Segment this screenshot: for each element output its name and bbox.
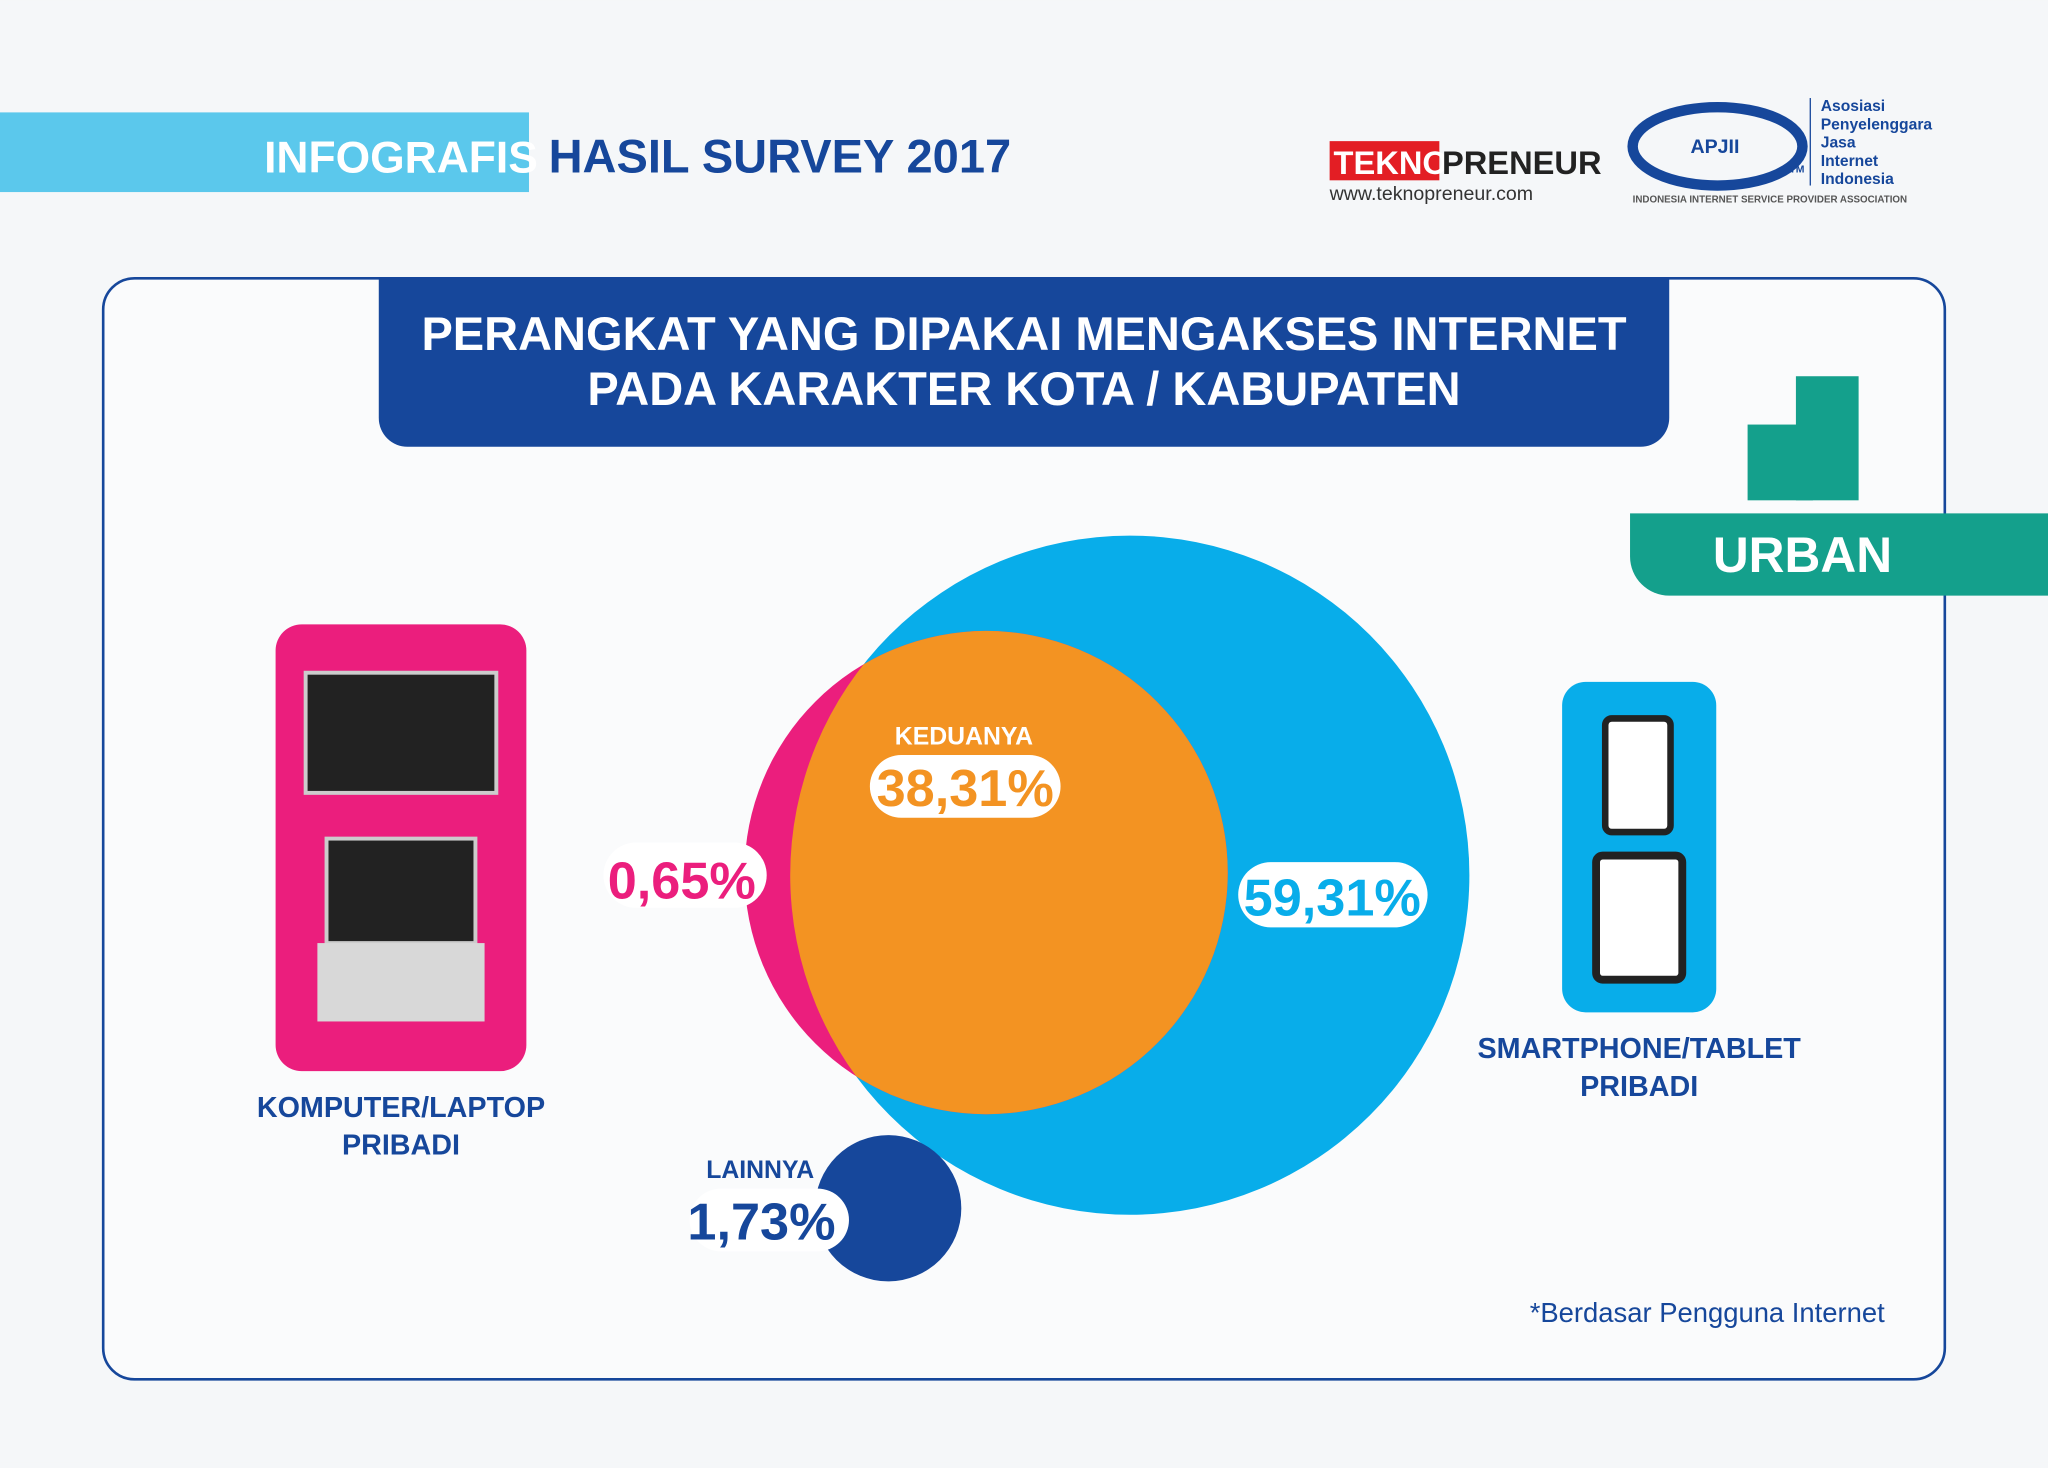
laptop-base (317, 943, 485, 1022)
apjii-name: Penyelenggara (1821, 116, 1933, 133)
both-label: KEDUANYA (895, 724, 1033, 751)
computer-label: KOMPUTER/LAPTOP (257, 1092, 545, 1124)
tekno: TEKNO (1334, 144, 1448, 181)
laptop-icon (324, 836, 478, 946)
others-label: LAINNYA (706, 1157, 814, 1184)
header-title: HASIL SURVEY 2017 (549, 129, 1012, 182)
phone-icon (1601, 715, 1674, 836)
pill (869, 755, 1061, 818)
badge (1630, 513, 2048, 596)
apjii: APJII (1690, 136, 1739, 158)
panel-title: PERANGKAT YANG DIPAKAI MENGAKSES INTERNE… (421, 307, 1626, 360)
badge-text: URBAN (1713, 527, 1892, 583)
tag: INFOGRAFIS (264, 133, 538, 182)
building-icon (1747, 376, 1859, 501)
title-box (378, 278, 1670, 447)
smartphone-label: PRIBADI (1580, 1071, 1698, 1103)
panel-title: PADA KARAKTER KOTA / KABUPATEN (587, 362, 1460, 415)
tekno-box (1329, 141, 1440, 181)
apjii-tagline: INDONESIA INTERNET SERVICE PROVIDER ASSO… (1633, 195, 1907, 206)
monitor-icon (303, 670, 499, 795)
pill (1238, 862, 1428, 928)
apjii-name: Jasa (1821, 135, 1856, 152)
footnote: *Berdasar Pengguna Internet (1530, 1297, 1885, 1328)
computer-value: 0,65% (608, 853, 756, 911)
apjii-name: Asosiasi (1821, 98, 1885, 115)
apjii-logo (1627, 101, 1808, 191)
both-region (790, 630, 1228, 1115)
preneur: PRENEUR (1442, 144, 1602, 181)
apjii-name: Indonesia (1821, 171, 1894, 188)
smartphone-label: SMARTPHONE/TABLET (1478, 1033, 1802, 1065)
computer-label: PRIBADI (342, 1130, 460, 1162)
tablet-icon (1592, 851, 1687, 984)
tm: TM (1789, 164, 1804, 175)
others-value: 1,73% (687, 1194, 835, 1252)
others-circle (815, 1135, 962, 1282)
smartphone-value: 59,31% (1244, 870, 1421, 928)
pill (689, 1188, 849, 1252)
both-value: 38,31% (877, 760, 1054, 818)
pill (603, 842, 767, 908)
apjii-name: Internet (1821, 153, 1879, 170)
url: www.teknopreneur.com (1329, 183, 1534, 205)
tag-band (0, 112, 529, 193)
